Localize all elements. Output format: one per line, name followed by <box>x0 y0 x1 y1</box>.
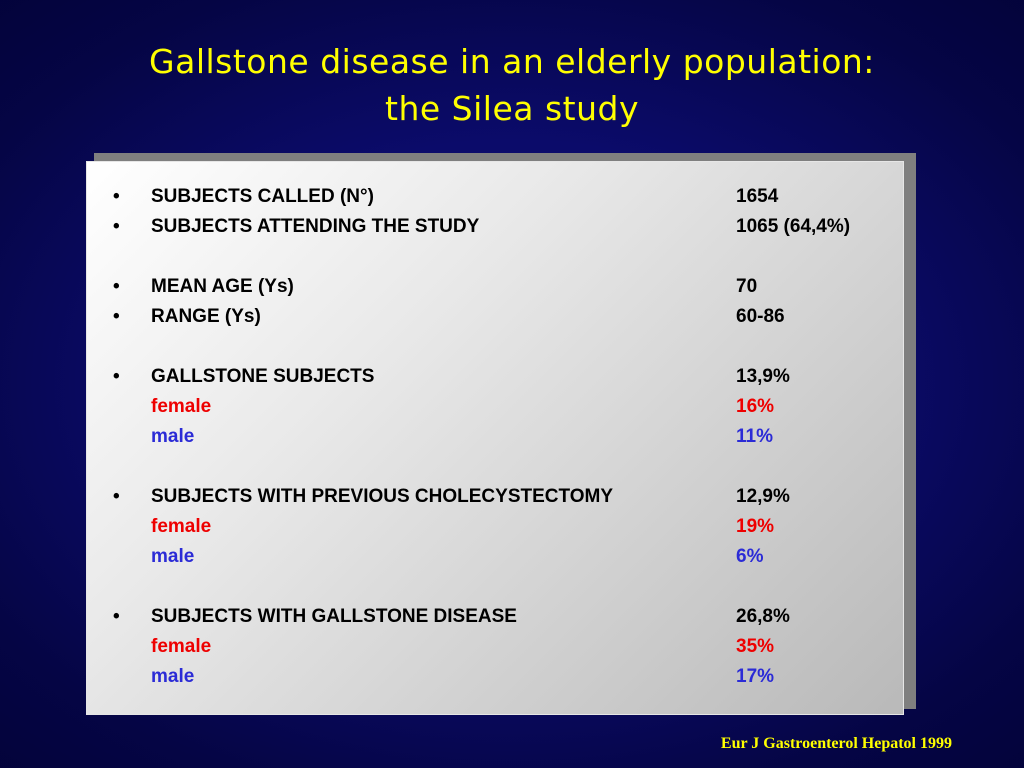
row-gallstone-subjects: • GALLSTONE SUBJECTS 13,9% <box>87 362 903 392</box>
row-disease-male: male 17% <box>87 662 903 692</box>
row-label: female <box>151 516 212 537</box>
row-label: SUBJECTS CALLED (N°) <box>151 186 374 207</box>
row-value: 6% <box>736 546 764 567</box>
row-value: 19% <box>736 516 775 537</box>
row-gallstone-disease: • SUBJECTS WITH GALLSTONE DISEASE 26,8% <box>87 602 903 632</box>
row-label: SUBJECTS ATTENDING THE STUDY <box>151 216 480 237</box>
row-gallstone-male: male 11% <box>87 422 903 452</box>
row-cholecystectomy: • SUBJECTS WITH PREVIOUS CHOLECYSTECTOMY… <box>87 482 903 512</box>
citation: Eur J Gastroenterol Hepatol 1999 <box>720 735 952 752</box>
row-value: 12,9% <box>736 486 790 507</box>
bullet-icon: • <box>113 486 120 507</box>
row-value: 16% <box>736 396 775 417</box>
slide-title: Gallstone disease in an elderly populati… <box>0 38 1024 132</box>
row-value: 11% <box>736 426 773 447</box>
row-value: 17% <box>736 666 775 687</box>
row-subjects-called: • SUBJECTS CALLED (N°) 1654 <box>87 182 903 212</box>
row-value: 1654 <box>736 186 779 207</box>
row-label: female <box>151 396 212 417</box>
row-label: RANGE (Ys) <box>151 306 261 327</box>
slide-title-line-1: Gallstone disease in an elderly populati… <box>149 42 875 81</box>
row-label: SUBJECTS WITH PREVIOUS CHOLECYSTECTOMY <box>151 486 614 507</box>
row-gallstone-female: female 16% <box>87 392 903 422</box>
row-value: 60-86 <box>736 306 785 327</box>
row-label: female <box>151 636 212 657</box>
bullet-icon: • <box>113 606 120 627</box>
bullet-icon: • <box>113 366 120 387</box>
row-label: male <box>151 666 195 687</box>
row-value: 70 <box>736 276 758 297</box>
row-cholecystectomy-male: male 6% <box>87 542 903 572</box>
row-value: 26,8% <box>736 606 790 627</box>
slide-title-line-2: the Silea study <box>385 89 639 128</box>
bullet-icon: • <box>113 186 120 207</box>
row-label: male <box>151 426 195 447</box>
row-mean-age: • MEAN AGE (Ys) 70 <box>87 272 903 302</box>
row-age-range: • RANGE (Ys) 60-86 <box>87 302 903 332</box>
row-label: MEAN AGE (Ys) <box>151 276 294 297</box>
row-value: 1065 (64,4%) <box>736 216 851 237</box>
row-value: 13,9% <box>736 366 790 387</box>
data-panel: • SUBJECTS CALLED (N°) 1654 • SUBJECTS A… <box>86 161 904 715</box>
bullet-icon: • <box>113 216 120 237</box>
row-label: GALLSTONE SUBJECTS <box>151 366 375 387</box>
row-disease-female: female 35% <box>87 632 903 662</box>
row-label: SUBJECTS WITH GALLSTONE DISEASE <box>151 606 517 627</box>
row-cholecystectomy-female: female 19% <box>87 512 903 542</box>
row-subjects-attending: • SUBJECTS ATTENDING THE STUDY 1065 (64,… <box>87 212 903 242</box>
bullet-icon: • <box>113 276 120 297</box>
row-label: male <box>151 546 195 567</box>
bullet-icon: • <box>113 306 120 327</box>
row-value: 35% <box>736 636 775 657</box>
